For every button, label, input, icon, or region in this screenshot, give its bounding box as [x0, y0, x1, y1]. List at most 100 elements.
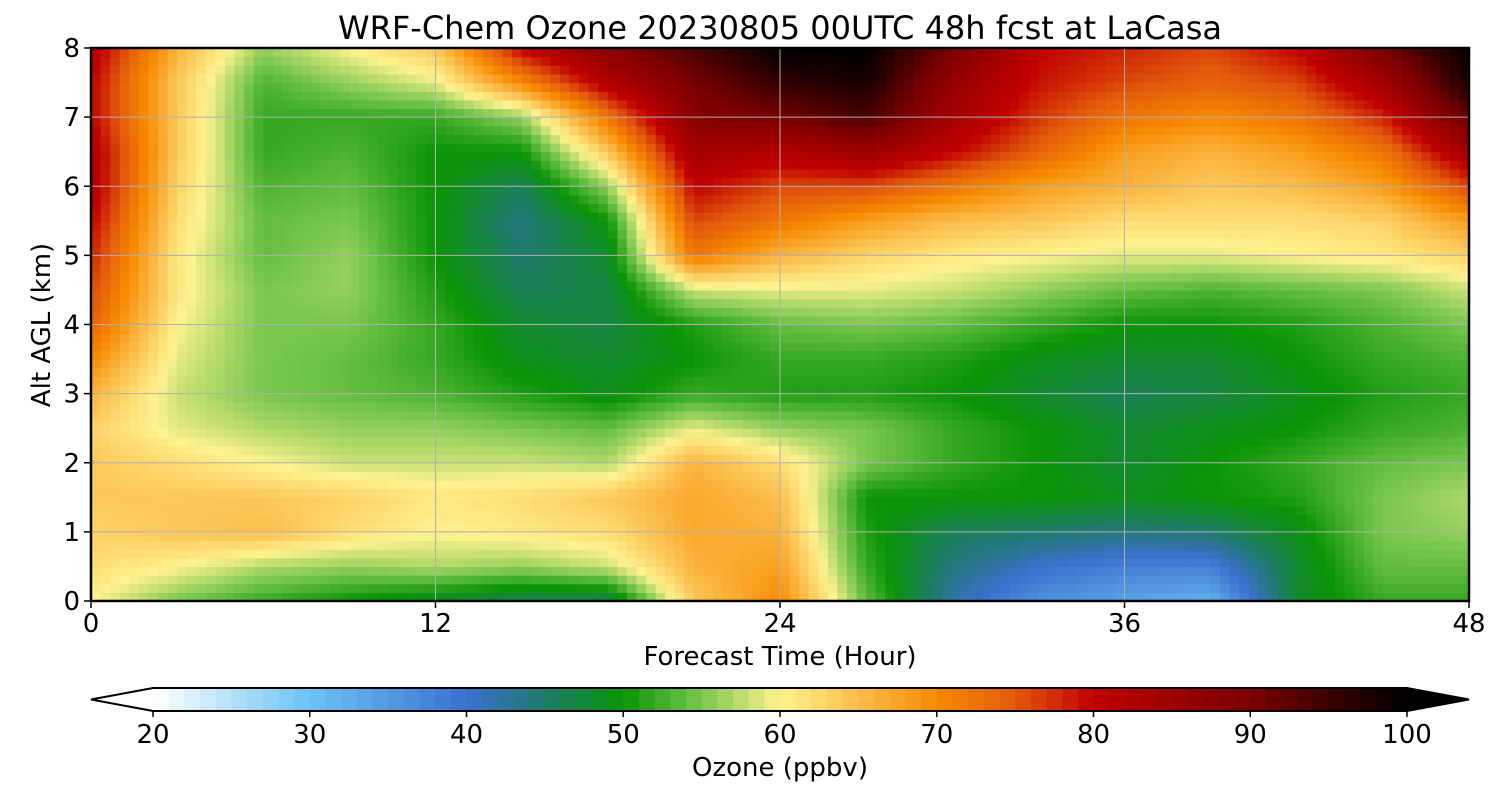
- heatmap-cell: [808, 540, 819, 550]
- heatmap-cell: [177, 212, 188, 222]
- heatmap-cell: [636, 65, 647, 75]
- heatmap-cell: [387, 194, 398, 205]
- heatmap-cell: [521, 203, 532, 213]
- heatmap-cell: [732, 583, 743, 593]
- heatmap-cell: [301, 324, 312, 334]
- heatmap-cell: [454, 531, 465, 542]
- heatmap-cell: [435, 471, 446, 481]
- heatmap-cell: [253, 531, 264, 542]
- heatmap-cell: [100, 272, 111, 282]
- heatmap-cell: [425, 549, 437, 559]
- heatmap-cell: [760, 324, 772, 334]
- heatmap-cell: [435, 238, 446, 248]
- heatmap-cell: [626, 315, 638, 326]
- heatmap-cell: [215, 471, 226, 481]
- heatmap-cell: [205, 48, 216, 58]
- heatmap-cell: [100, 488, 111, 498]
- heatmap-cell: [531, 212, 542, 222]
- heatmap-cell: [282, 419, 293, 429]
- heatmap-cell: [110, 134, 121, 144]
- heatmap-cell: [741, 410, 752, 421]
- heatmap-cell: [282, 402, 293, 412]
- heatmap-cell: [349, 350, 360, 360]
- heatmap-cell: [722, 367, 733, 377]
- heatmap-cell: [138, 73, 150, 84]
- heatmap-cell: [770, 514, 781, 524]
- heatmap-cell: [626, 48, 638, 58]
- heatmap-cell: [282, 341, 293, 352]
- heatmap-cell: [358, 255, 370, 265]
- heatmap-cell: [291, 134, 303, 144]
- heatmap-cell: [91, 272, 102, 282]
- heatmap-cell: [780, 367, 791, 377]
- heatmap-cell: [684, 566, 695, 576]
- heatmap-cell: [224, 99, 236, 110]
- heatmap-cell: [291, 497, 303, 507]
- heatmap-cell: [703, 134, 714, 144]
- heatmap-cell: [167, 264, 178, 274]
- heatmap-cell: [741, 531, 752, 542]
- heatmap-cell: [646, 307, 657, 317]
- heatmap-cell: [205, 549, 216, 559]
- heatmap-cell: [253, 471, 264, 481]
- heatmap-cell: [167, 428, 178, 438]
- heatmap-cell: [110, 557, 121, 568]
- heatmap-cell: [770, 367, 781, 377]
- heatmap-cell: [244, 359, 255, 369]
- heatmap-cell: [445, 462, 456, 472]
- heatmap-cell: [684, 246, 695, 256]
- heatmap-cell: [760, 454, 772, 464]
- heatmap-cell: [655, 229, 666, 239]
- heatmap-cell: [301, 212, 312, 222]
- heatmap-cell: [358, 264, 370, 274]
- heatmap-cell: [454, 514, 465, 524]
- heatmap-cell: [349, 497, 360, 507]
- heatmap-cell: [512, 523, 523, 533]
- heatmap-cell: [789, 592, 800, 601]
- heatmap-cell: [559, 307, 571, 317]
- heatmap-cell: [186, 143, 197, 153]
- heatmap-cell: [665, 272, 676, 282]
- heatmap-cell: [722, 505, 733, 516]
- heatmap-cell: [349, 566, 360, 576]
- heatmap-cell: [320, 549, 331, 559]
- heatmap-cell: [569, 125, 580, 136]
- heatmap-cell: [320, 376, 331, 386]
- heatmap-cell: [119, 315, 130, 326]
- heatmap-cell: [119, 307, 130, 317]
- heatmap-cell: [425, 523, 437, 533]
- heatmap-cell: [569, 160, 580, 170]
- heatmap-cell: [129, 315, 140, 326]
- heatmap-cell: [598, 307, 609, 317]
- heatmap-cell: [339, 428, 350, 438]
- heatmap-cell: [215, 91, 226, 101]
- heatmap-cell: [282, 488, 293, 498]
- heatmap-cell: [827, 99, 839, 110]
- heatmap-cell: [272, 445, 283, 455]
- heatmap-cell: [607, 393, 618, 403]
- heatmap-cell: [119, 281, 130, 291]
- heatmap-cell: [713, 108, 724, 118]
- heatmap-cell: [569, 272, 580, 282]
- heatmap-cell: [808, 359, 819, 369]
- heatmap-cell: [464, 151, 475, 161]
- heatmap-cell: [215, 289, 226, 300]
- heatmap-cell: [780, 203, 791, 213]
- heatmap-cell: [129, 151, 140, 161]
- heatmap-cell: [378, 341, 389, 352]
- heatmap-cell: [684, 324, 695, 334]
- heatmap-cell: [626, 186, 638, 196]
- heatmap-cell: [502, 91, 513, 101]
- heatmap-cell: [741, 203, 752, 213]
- heatmap-cell: [311, 454, 322, 464]
- heatmap-cell: [607, 143, 618, 153]
- heatmap-cell: [244, 91, 255, 101]
- heatmap-cell: [445, 514, 456, 524]
- heatmap-cell: [387, 151, 398, 161]
- heatmap-cell: [378, 497, 389, 507]
- heatmap-cell: [617, 471, 628, 481]
- heatmap-cell: [330, 359, 341, 369]
- heatmap-cell: [311, 134, 322, 144]
- heatmap-cell: [91, 531, 102, 542]
- heatmap-cell: [100, 480, 111, 490]
